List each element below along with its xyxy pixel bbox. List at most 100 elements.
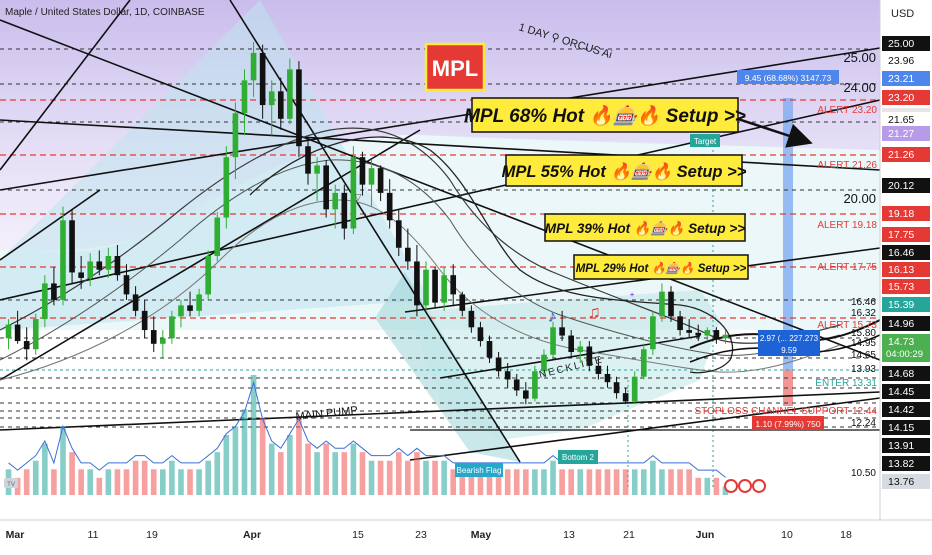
volume-bar	[250, 375, 257, 495]
volume-bar	[550, 460, 556, 495]
price-tag-label: 21.26	[888, 149, 914, 161]
price-tag[interactable]	[882, 90, 930, 105]
candle-body	[105, 255, 112, 270]
volume-bar	[23, 469, 30, 495]
price-tag[interactable]	[882, 227, 930, 242]
price-tag[interactable]	[882, 438, 930, 453]
price-tag-label: 14.15	[888, 422, 914, 434]
volume-bar	[432, 460, 438, 495]
candle-body	[32, 319, 39, 350]
projection-mid-text: 2.97 (... 227.273	[760, 334, 819, 343]
volume-bar	[132, 460, 139, 495]
trend-line	[0, 189, 101, 261]
volume-bar	[323, 443, 329, 495]
price-tag[interactable]	[882, 147, 930, 162]
bearish-flag-tag	[455, 463, 503, 477]
candle-body	[586, 346, 593, 366]
trend-line	[0, 129, 421, 381]
price-tag[interactable]	[882, 262, 930, 277]
price-tag[interactable]	[882, 474, 930, 489]
trend-line	[409, 397, 881, 461]
right-price-axis[interactable]: 25.0023.9623.2123.2022.4321.6521.2721.26…	[879, 0, 932, 550]
price-tag[interactable]	[882, 316, 930, 331]
price-tag-label: 13.91	[888, 440, 914, 452]
mpl-badge: MPL	[424, 42, 486, 92]
alert-label: ALERT 21.26	[817, 160, 877, 171]
volume-bar	[631, 469, 638, 495]
price-tag[interactable]	[882, 36, 930, 51]
volume-bar	[568, 469, 575, 495]
projection-bottom-tag	[752, 416, 824, 430]
callout-text: MPL 68% Hot 🔥🎰🔥 Setup >>	[464, 104, 746, 127]
price-tag[interactable]	[882, 245, 930, 260]
price-tag-label: 17.75	[888, 229, 914, 241]
volume-ma-line	[8, 380, 726, 478]
price-tag[interactable]	[882, 112, 930, 127]
candle-body	[522, 390, 529, 399]
currency-label[interactable]: USD	[891, 8, 914, 20]
volume-bar	[42, 443, 48, 495]
price-tag[interactable]	[882, 366, 930, 381]
alert-label: ALERT 23.20	[817, 105, 877, 116]
volume-bar	[214, 452, 221, 495]
bottom-2-tag	[558, 450, 598, 464]
bottom-2-text: Bottom 2	[562, 453, 595, 462]
candle-body	[405, 247, 411, 262]
trend-line	[404, 247, 881, 313]
candle-body	[704, 330, 711, 336]
event-icons[interactable]	[724, 479, 766, 493]
candle-body	[223, 157, 230, 218]
candle-body	[604, 373, 611, 383]
candle-body	[695, 332, 702, 336]
callout-text: MPL 29% Hot 🔥🎰🔥 Setup >>	[576, 261, 747, 275]
price-tag[interactable]	[882, 384, 930, 399]
projection-arrow	[734, 116, 813, 148]
price-tag[interactable]	[882, 71, 930, 86]
symbol-title[interactable]: Maple / United States Dollar, 1D, COINBA…	[5, 7, 205, 18]
candle-body	[314, 165, 320, 174]
event-icon	[738, 479, 752, 493]
candle-body	[96, 261, 103, 270]
volume-bar	[695, 477, 702, 495]
price-tag[interactable]	[882, 456, 930, 471]
left-axis-label: 14.95	[851, 338, 876, 349]
candle-body	[23, 341, 30, 350]
volume-bar	[450, 469, 457, 495]
volume-bar	[640, 469, 647, 495]
volume-bar	[141, 460, 148, 495]
price-tag[interactable]	[882, 402, 930, 417]
price-tag[interactable]	[882, 178, 930, 193]
price-tag[interactable]	[882, 297, 930, 312]
volume-bar	[414, 452, 420, 495]
candles	[5, 41, 729, 405]
target-tag	[690, 134, 720, 147]
price-tag[interactable]	[882, 279, 930, 294]
target-text: Target	[694, 137, 717, 146]
volume-bar	[341, 452, 348, 495]
candle-body	[631, 376, 638, 402]
candle-body	[559, 327, 565, 336]
hot-setup-callouts: MPL 68% Hot 🔥🎰🔥 Setup >> MPL 55% Hot 🔥🎰🔥…	[464, 97, 749, 280]
candle-body	[60, 220, 66, 300]
price-tag-label: 23.21	[888, 73, 914, 85]
callout-box	[471, 97, 739, 133]
candle-body	[486, 341, 493, 358]
candle-body	[432, 269, 438, 303]
volume-bar	[377, 460, 384, 495]
time-tick-label: 23	[415, 529, 427, 541]
volume-bar	[622, 469, 629, 495]
candle-body	[87, 261, 94, 278]
price-tag[interactable]	[882, 334, 930, 362]
price-tag[interactable]	[882, 206, 930, 221]
volume-bar	[241, 409, 248, 495]
price-tag[interactable]	[882, 53, 930, 68]
candle-body	[5, 324, 12, 339]
price-tag[interactable]	[882, 126, 930, 141]
time-axis[interactable]: Mar 11 19 Apr 15 23 May 13 21 Jun 10 18	[0, 519, 932, 550]
tradingview-logo: TV	[4, 478, 18, 488]
price-tag-label: 19.18	[888, 208, 914, 220]
price-tag[interactable]	[882, 420, 930, 435]
